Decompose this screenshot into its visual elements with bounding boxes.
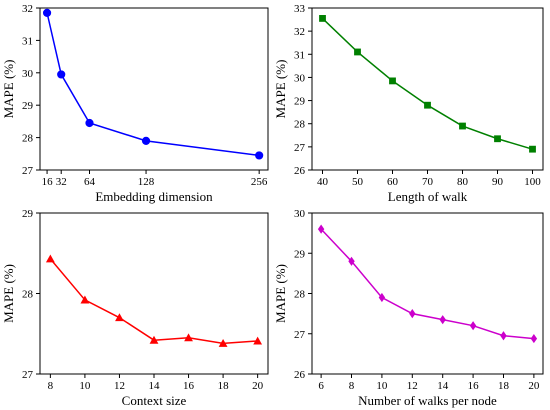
x-tick-label: 20 xyxy=(528,380,540,392)
plot-frame xyxy=(311,7,544,171)
plot-frame xyxy=(311,212,544,375)
data-point xyxy=(255,151,264,160)
x-tick-label: 16 xyxy=(42,176,54,188)
plot-frame xyxy=(39,212,269,375)
x-tick-label: 6 xyxy=(318,380,324,392)
y-tick-label: 30 xyxy=(22,68,34,80)
data-point xyxy=(57,70,66,79)
x-tick-label: 20 xyxy=(252,380,264,392)
subplot-context-size: Context size MAPE (%) 8 10 12 14 16 18 20 27 28 2… xyxy=(1,208,269,408)
data-point xyxy=(530,333,538,344)
x-tick-label: 16 xyxy=(183,380,195,392)
x-tick-label: 18 xyxy=(218,380,230,392)
data-point xyxy=(469,321,477,331)
y-tick-label: 29 xyxy=(22,208,34,220)
data-point xyxy=(218,339,228,347)
x-tick-label: 32 xyxy=(56,176,67,188)
y-tick-label: 31 xyxy=(22,35,33,47)
x-tick-label: 70 xyxy=(422,176,434,188)
x-tick-label: 14 xyxy=(149,380,161,392)
series-line xyxy=(49,258,258,345)
data-point xyxy=(439,315,446,325)
y-tick-label: 29 xyxy=(22,100,34,112)
data-point xyxy=(141,136,151,145)
x-tick-label: 90 xyxy=(492,176,504,188)
y-tick-label: 28 xyxy=(22,289,34,301)
x-tick-label: 50 xyxy=(352,176,364,188)
y-tick-label: 26 xyxy=(294,369,306,381)
y-tick-label: 32 xyxy=(22,3,33,15)
data-point xyxy=(378,292,386,303)
data-point xyxy=(459,122,466,130)
x-tick-label: 12 xyxy=(114,380,125,392)
y-tick-label: 28 xyxy=(294,119,306,131)
y-tick-label: 28 xyxy=(294,289,306,301)
data-point xyxy=(85,118,94,128)
x-tick-label: 16 xyxy=(468,380,480,392)
x-tick-label: 40 xyxy=(317,176,329,188)
y-axis-label: MAPE (%) xyxy=(1,60,16,119)
x-axis-label: Length of walk xyxy=(388,189,468,204)
data-point xyxy=(42,8,52,17)
series-line xyxy=(46,12,260,157)
data-point xyxy=(500,331,507,341)
x-tick-label: 128 xyxy=(138,176,155,188)
y-tick-label: 33 xyxy=(294,3,306,15)
data-point xyxy=(45,254,55,263)
y-tick-label: 27 xyxy=(294,329,306,341)
subplot-walks-per-node: Number of walks per node MAPE (%) 6 8 10 12… xyxy=(273,208,544,408)
subplot-length-of-walk: Length of walk MAPE (%) 40 50 60 70 80 90 100 2… xyxy=(273,3,544,204)
y-tick-label: 27 xyxy=(22,369,34,381)
x-tick-label: 100 xyxy=(524,176,541,188)
x-tick-label: 10 xyxy=(376,380,388,392)
x-tick-label: 80 xyxy=(457,176,469,188)
x-tick-label: 256 xyxy=(251,176,268,188)
y-tick-label: 30 xyxy=(294,72,306,84)
x-tick-label: 14 xyxy=(437,380,449,392)
x-tick-label: 8 xyxy=(349,380,355,392)
x-tick-label: 18 xyxy=(498,380,510,392)
data-point xyxy=(529,145,536,153)
y-tick-label: 26 xyxy=(294,165,306,177)
y-axis-label: MAPE (%) xyxy=(273,60,288,119)
x-tick-label: 8 xyxy=(48,380,54,392)
y-tick-label: 27 xyxy=(294,142,306,154)
y-tick-label: 30 xyxy=(294,208,306,220)
y-tick-label: 29 xyxy=(294,248,306,260)
x-tick-label: 10 xyxy=(79,380,91,392)
x-tick-label: 64 xyxy=(84,176,96,188)
data-point xyxy=(409,309,416,319)
x-tick-label: 12 xyxy=(407,380,418,392)
data-point xyxy=(389,77,396,85)
data-point xyxy=(115,313,124,322)
data-point xyxy=(494,135,501,143)
data-point xyxy=(253,336,263,345)
subplot-embedding-dimension: Embedding dimension MAPE (%) 16 32 64 128 25… xyxy=(1,3,269,204)
data-point xyxy=(424,101,431,109)
y-tick-label: 31 xyxy=(294,49,305,61)
data-point xyxy=(149,335,159,344)
data-point xyxy=(184,333,193,342)
y-tick-label: 29 xyxy=(294,96,306,108)
y-axis-label: MAPE (%) xyxy=(1,264,16,323)
plot-frame xyxy=(39,7,269,171)
y-tick-label: 28 xyxy=(22,133,34,145)
data-point xyxy=(354,48,361,56)
data-point xyxy=(317,224,325,234)
y-tick-label: 32 xyxy=(294,26,305,38)
data-point xyxy=(319,15,326,22)
series-line xyxy=(321,17,533,150)
x-tick-label: 60 xyxy=(387,176,399,188)
x-axis-label: Embedding dimension xyxy=(95,189,213,204)
data-point xyxy=(348,256,355,266)
y-tick-label: 27 xyxy=(22,165,34,177)
x-axis-label: Context size xyxy=(122,393,187,408)
y-axis-label: MAPE (%) xyxy=(273,264,288,323)
series-line xyxy=(320,228,534,340)
data-point xyxy=(80,295,90,304)
x-axis-label: Number of walks per node xyxy=(358,393,497,408)
